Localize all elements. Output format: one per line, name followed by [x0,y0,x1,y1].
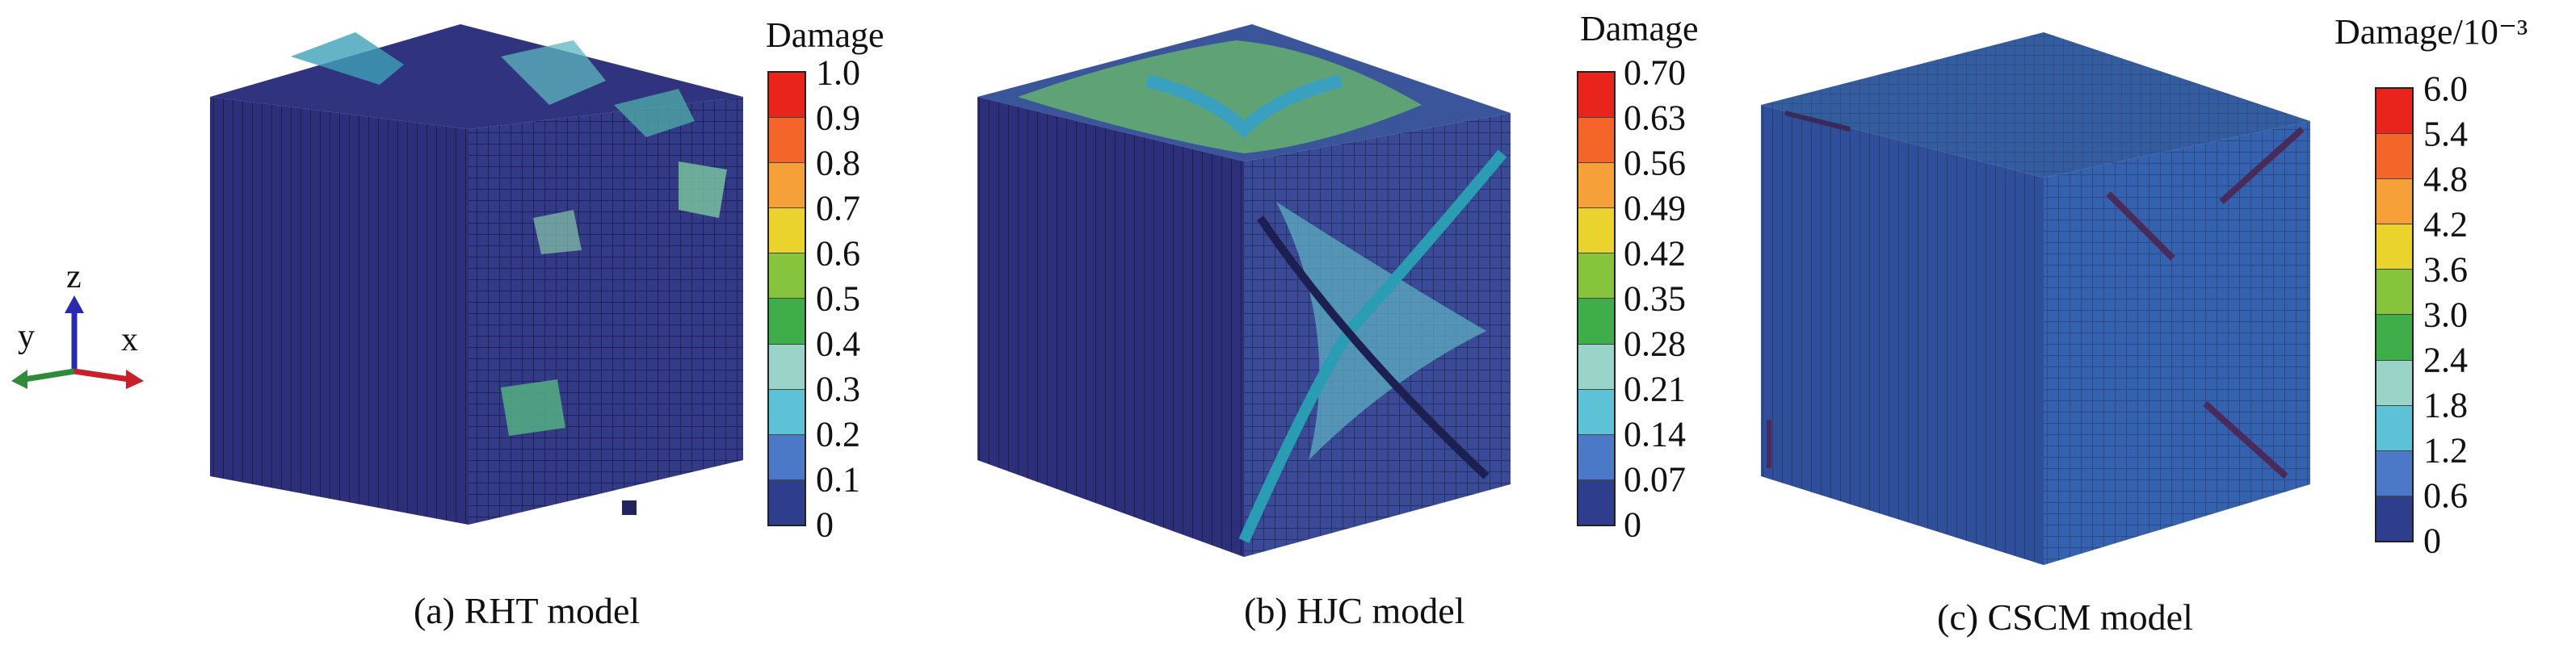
x-axis-arrow [74,368,130,383]
cube-hjc [977,24,1511,557]
tick-label: 0 [1624,504,1641,545]
coordinate-axis-triad: z y x [11,266,144,389]
legend-title: Damage [766,15,885,55]
tick-label: 0.7 [816,188,860,228]
tick-label: 1.2 [2423,430,2468,471]
y-axis-label: y [18,318,35,355]
tick-label: 2.4 [2423,340,2468,380]
cube-top-face [210,24,743,129]
cube-left-face [977,97,1244,557]
tick-label: 0.6 [816,233,860,274]
tick-label: 0.21 [1624,369,1686,409]
tick-label: 0.6 [2423,475,2468,516]
cube-left-face [210,97,469,525]
colorbar [2375,87,2414,542]
tick-label: 0 [2423,521,2441,561]
tick-label: 0.2 [816,414,860,454]
tick-label: 1.0 [816,52,860,93]
cube-rht [210,24,743,525]
tick-label: 0.14 [1624,414,1686,454]
y-axis-arrow [23,368,75,383]
cube-top-face [1761,32,2310,178]
panel-hjc: Damage 0.70 0.63 0.56 0.49 0.42 0.35 0.2… [872,0,1729,653]
panel-cscm: Damage/10⁻³ 6.0 5.4 4.8 4.2 3.6 3.0 2.4 … [1729,0,2576,653]
tick-label: 0.1 [816,459,860,500]
tick-label: 0.42 [1624,233,1686,274]
tick-label: 0.5 [816,278,860,319]
tick-label: 1.8 [2423,385,2468,425]
tick-label: 0.9 [816,98,860,138]
tick-label: 0.4 [816,324,860,364]
cube-cscm [1761,32,2310,565]
tick-label: 3.0 [2423,295,2468,335]
colorbar [1577,71,1616,526]
tick-label: 6.0 [2423,69,2468,109]
tick-label: 0.35 [1624,278,1686,319]
caption: (c) CSCM model [1937,596,2193,638]
cube-right-face [469,97,743,525]
tick-label: 0.56 [1624,143,1686,183]
tick-label: 0.8 [816,143,860,183]
legend-title: Damage [1580,9,1699,48]
tick-label: 0.70 [1624,52,1686,93]
tick-label: 0.63 [1624,98,1686,138]
cube-right-face [2044,121,2310,565]
legend-title: Damage/10⁻³ [2334,12,2528,52]
colorbar [767,71,806,526]
x-axis-label: x [121,321,138,358]
cube-left-face [1761,105,2044,565]
tick-label: 4.2 [2423,204,2468,245]
tick-label: 0.07 [1624,459,1686,500]
caption: (b) HJC model [1244,590,1465,631]
tick-label: 0 [816,504,834,545]
tick-label: 5.4 [2423,114,2468,154]
panel-rht: Damage 1.0 0.9 0.8 0.7 0.6 0.5 0.4 0.3 0… [0,0,885,653]
tick-label: 0.49 [1624,188,1686,228]
tick-label: 0.28 [1624,324,1686,364]
caption: (a) RHT model [414,590,641,631]
z-axis-label: z [66,266,82,295]
tick-label: 3.6 [2423,249,2468,290]
tick-label: 0.3 [816,369,860,409]
tick-label: 4.8 [2423,159,2468,199]
